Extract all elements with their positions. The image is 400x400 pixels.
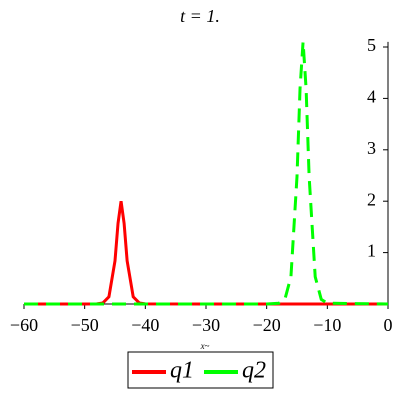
- y-tick-label: 1: [367, 241, 376, 261]
- legend-label: q1: [170, 358, 194, 384]
- x-tick-label: 0: [384, 315, 393, 335]
- legend-label: q2: [242, 358, 266, 384]
- y-tick-label: 5: [367, 35, 376, 55]
- x-axis-label: x~: [200, 341, 210, 351]
- x-tick-label: −10: [313, 315, 341, 335]
- x-tick-label: −50: [71, 315, 99, 335]
- x-tick-label: −60: [10, 315, 38, 335]
- y-tick-label: 3: [367, 138, 376, 158]
- y-tick-label: 2: [367, 189, 376, 209]
- y-tick-label: 4: [367, 87, 376, 107]
- x-tick-label: −40: [131, 315, 159, 335]
- x-tick-label: −20: [253, 315, 281, 335]
- line-series: [24, 41, 389, 306]
- line-series: [24, 200, 388, 306]
- chart-title: t = 1.: [180, 6, 220, 26]
- x-tick-label: −30: [192, 315, 220, 335]
